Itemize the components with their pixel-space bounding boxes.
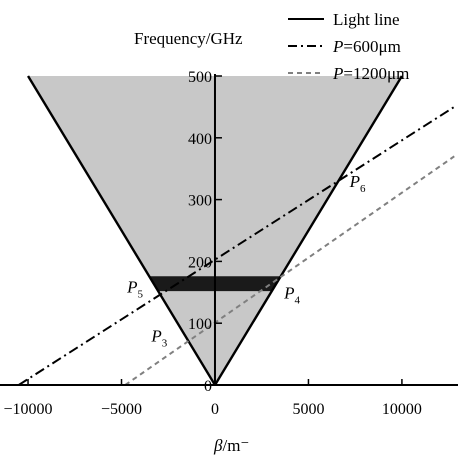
labels: Frequency/GHz β/m⁻	[134, 29, 249, 455]
legend-entry-p1200: P=1200μm	[288, 64, 409, 83]
p600-line	[18, 106, 455, 386]
x-tick-label: −5000	[101, 401, 142, 418]
legend-entry-p600: P=600μm	[288, 37, 401, 56]
p1200-line	[124, 155, 455, 386]
y-tick-label: 500	[188, 69, 212, 86]
legend-label-p1200-value: =1200μm	[343, 64, 409, 83]
y-tick-label: 0	[204, 378, 212, 395]
x-tick-label: 0	[211, 401, 219, 418]
point-label-p6: P6	[349, 172, 366, 195]
light-line-right	[213, 75, 403, 386]
x-tick-label: 10000	[382, 401, 422, 418]
y-tick-label: 200	[188, 254, 212, 271]
y-tick-label: 100	[188, 316, 212, 333]
legend-label-p1200: P=1200μm	[332, 64, 409, 83]
point-label-p3: P3	[150, 327, 167, 350]
light-line-left	[27, 75, 217, 386]
x-tick-label: −10000	[4, 401, 53, 418]
legend-label-light-line: Light line	[333, 10, 400, 29]
legend-label-p1200-symbol: P	[332, 64, 343, 83]
y-tick-label: 300	[188, 193, 212, 210]
legend-label-p600-symbol: P	[332, 37, 343, 56]
plot-area	[18, 75, 455, 386]
point-label-p4: P4	[283, 283, 300, 306]
legend-label-p600-value: =600μm	[343, 37, 400, 56]
legend: Light line P=600μm P=1200μm	[288, 10, 409, 83]
y-tick-label: 400	[188, 131, 212, 148]
legend-entry-light-line: Light line	[288, 10, 400, 29]
x-tick-label: 5000	[292, 401, 324, 418]
x-axis-label-unit: /m⁻	[222, 436, 249, 455]
x-axis-label-symbol: β	[213, 436, 223, 455]
axes: −10000 −5000 0 5000 10000 0 100 200 300 400 500 P3 P…	[0, 69, 458, 418]
point-label-p5: P5	[126, 277, 143, 300]
x-axis-label: β/m⁻	[213, 436, 249, 455]
legend-label-p600: P=600μm	[332, 37, 401, 56]
y-axis-label: Frequency/GHz	[134, 29, 243, 48]
